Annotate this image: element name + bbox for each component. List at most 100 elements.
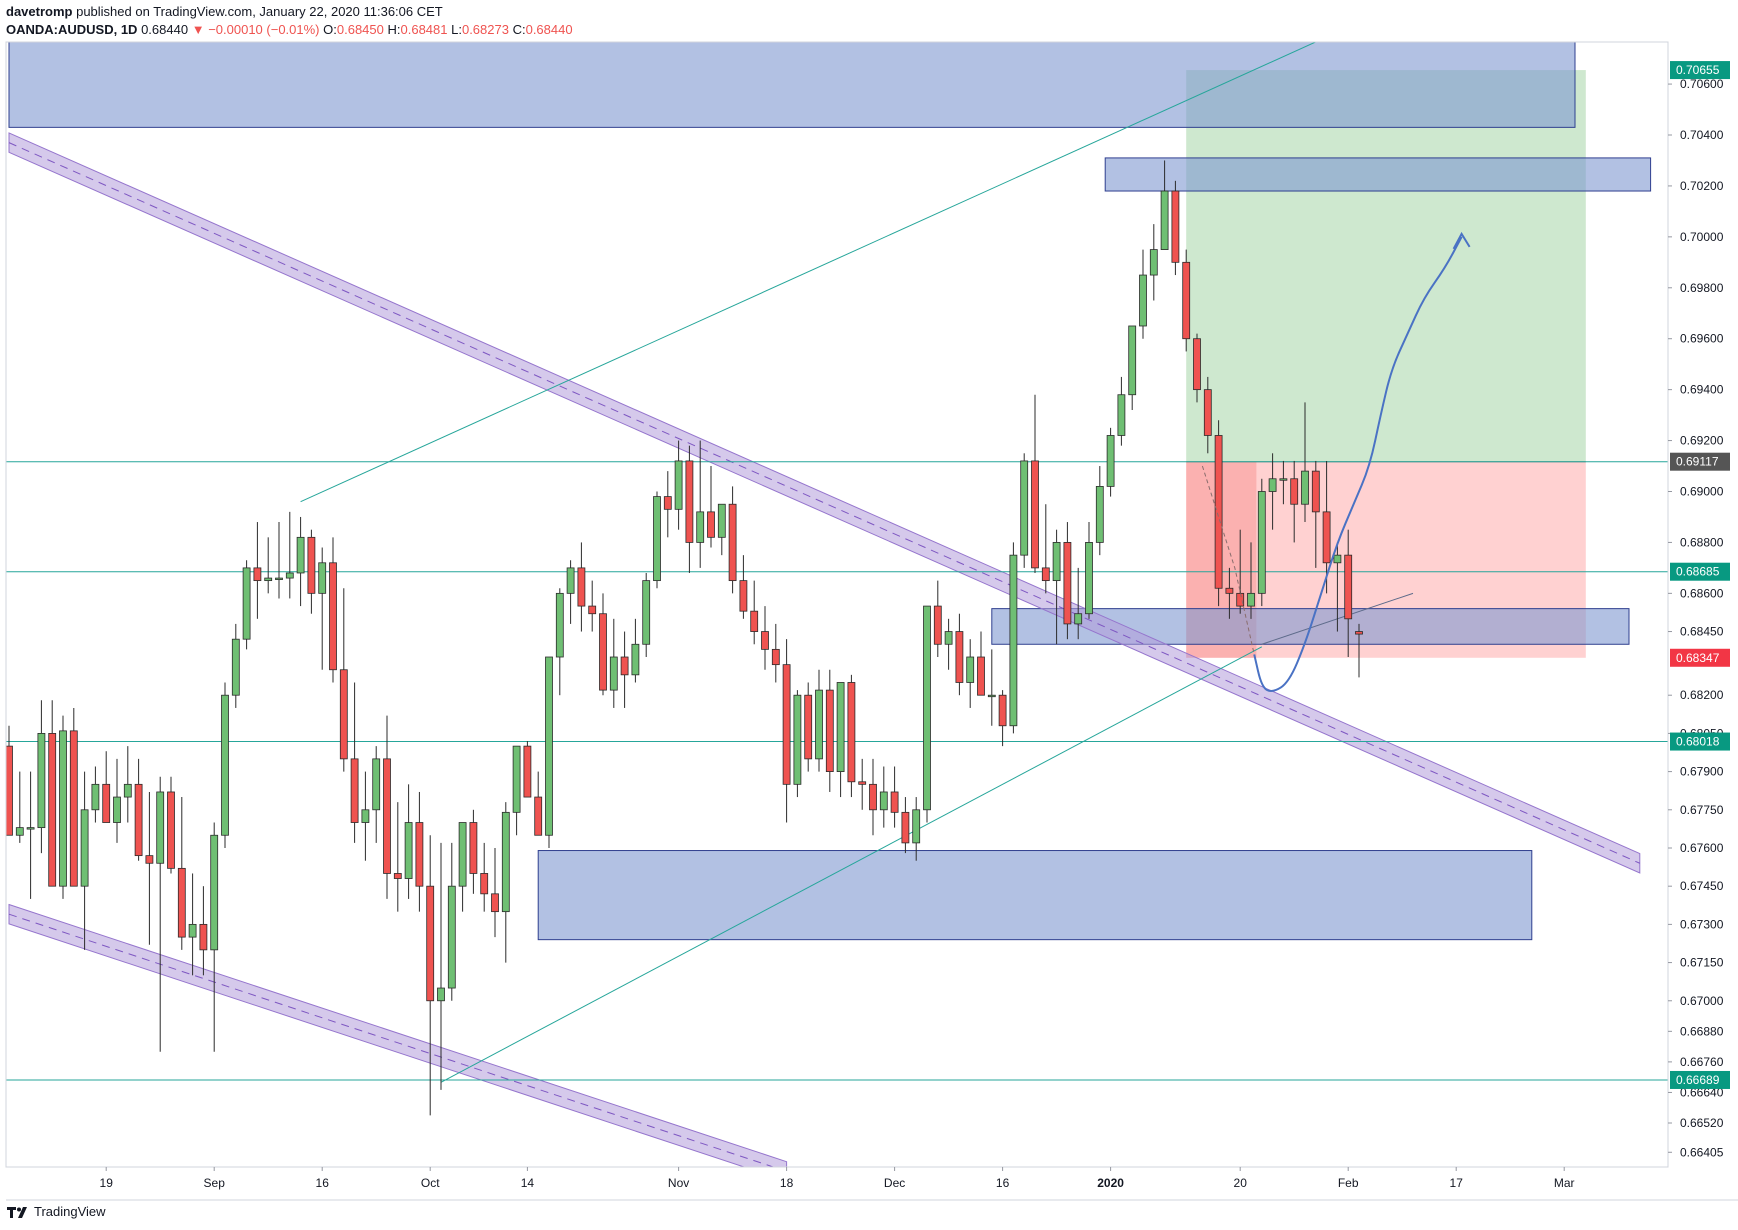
candle [1041,504,1050,594]
candle-body [361,809,370,823]
candle [242,560,251,650]
price-tag: 0.68685 [1670,562,1730,581]
candle-body [1333,554,1342,564]
candle-body [890,791,899,813]
high-label: H: [387,22,401,37]
candle [1031,394,1039,573]
candle-body [404,822,413,879]
candle [653,491,661,589]
candle-body [782,664,791,785]
candle [102,751,111,823]
candle-body [1225,587,1234,594]
zone-box-3 [537,850,1533,941]
candle [167,776,175,874]
candle [177,797,186,950]
candle-body [707,511,715,538]
candle-body [113,796,121,823]
candle [1214,420,1223,607]
candle [80,771,89,950]
candle [987,649,996,726]
candle-body [1257,491,1266,594]
candle [944,618,953,670]
candle [59,715,67,899]
candle [739,555,748,619]
x-tick-label: 14 [521,1176,535,1190]
candle [48,700,57,887]
candle-body [793,694,802,785]
x-tick-label: 20 [1234,1176,1248,1190]
candle-body [534,796,543,836]
y-tick-label: 0.70600 [1680,77,1724,91]
candle-body [1020,460,1029,556]
y-tick-label: 0.66520 [1680,1116,1724,1130]
candle [264,537,273,594]
candle [501,802,510,963]
published-text: published on TradingView.com, January 22… [76,4,443,19]
publish-info: davetromp published on TradingView.com, … [6,4,443,19]
candle-body [177,867,186,938]
low-value: 0.68273 [461,22,509,37]
y-tick-label: 0.70400 [1680,128,1724,142]
candle [210,822,219,1052]
y-tick-label: 0.67450 [1680,879,1724,893]
candle [836,682,845,798]
candle [966,639,975,708]
candle [663,471,672,538]
candle-body [26,827,35,830]
candle-body [1160,190,1169,250]
price-tag-bg [1670,452,1730,471]
candle-body [836,682,845,772]
candle [1149,224,1158,301]
candle-body [437,987,445,1002]
tradingview-logo-icon [7,1206,27,1218]
candle-body [696,511,705,543]
candle [847,674,856,798]
candle [674,440,683,530]
x-tick-label: Sep [204,1176,226,1190]
target-zone [1186,70,1586,462]
x-tick-label: 17 [1450,1176,1464,1190]
candle [134,758,143,861]
candle-body [631,643,640,676]
candle [771,623,780,683]
candle [599,593,607,696]
candle [534,771,543,836]
candle-body [1171,190,1180,263]
y-tick-label: 0.70000 [1680,230,1724,244]
candle [253,522,262,619]
candle [642,572,651,658]
candle-body [480,873,489,895]
candle [998,690,1007,747]
author-name[interactable]: davetromp [6,4,73,19]
price-tag: 0.66689 [1670,1070,1730,1089]
y-tick-label: 0.67300 [1680,917,1724,931]
footer-brand[interactable]: TradingView [34,1204,106,1219]
x-tick-label: 16 [316,1176,330,1190]
candle-body [858,781,867,785]
candle [577,542,586,632]
candle-body [69,730,78,887]
candle [383,715,391,899]
candle [339,588,348,772]
candle-body [879,791,888,811]
candle [437,842,445,1090]
candle-body [512,745,521,813]
price-tag-label: 0.69117 [1676,455,1719,469]
candle-body [933,605,942,645]
candle-body [1149,249,1158,276]
candle [37,700,46,854]
trendline-0 [300,42,1317,503]
dashed-projection [1201,465,1255,655]
channel-midline-0 [8,142,1641,864]
candle-body [955,631,964,683]
candle [631,618,640,683]
candle-body [307,536,316,594]
candle [815,669,823,772]
high-value: 0.68481 [400,22,448,37]
candle [350,682,359,843]
candle [69,707,78,887]
x-tick-label: Nov [668,1176,689,1190]
y-tick-label: 0.70200 [1680,179,1724,193]
candle-body [987,694,996,698]
